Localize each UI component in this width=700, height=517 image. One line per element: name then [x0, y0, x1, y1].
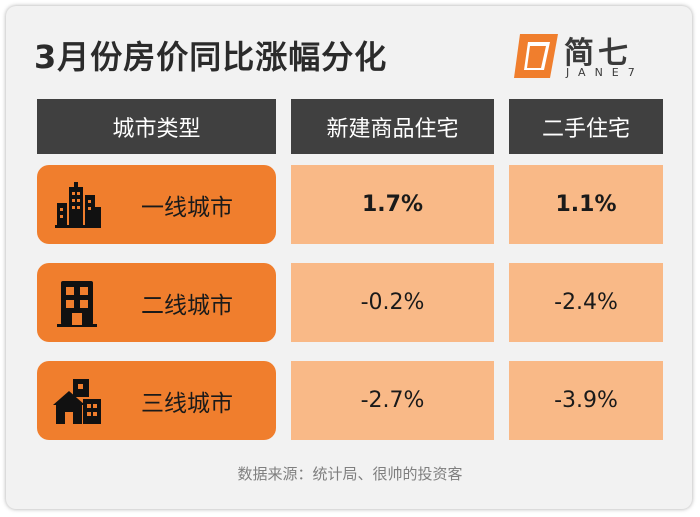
houses-icon	[53, 379, 101, 424]
cell-tier2-new-home: -0.2%	[291, 263, 494, 342]
city-skyscraper-icon	[55, 182, 101, 228]
row-label-text: 一线城市	[141, 194, 233, 221]
logo-mark-icon	[514, 34, 558, 78]
cell-tier2-second-hand: -2.4%	[509, 263, 663, 342]
header-new-home: 新建商品住宅	[291, 99, 494, 154]
cell-tier3-new-home: -2.7%	[291, 361, 494, 440]
source-note: 数据来源：统计局、很帅的投资客	[237, 465, 463, 483]
header-second-hand: 二手住宅	[509, 99, 663, 154]
brand-logo: 简七 JANE7	[512, 26, 662, 86]
row-label-tier3: 三线城市	[37, 361, 276, 440]
row-label-text: 三线城市	[141, 390, 233, 417]
logo-subtitle: JANE7	[566, 66, 644, 79]
row-label-tier2: 二线城市	[37, 263, 276, 342]
cell-tier1-new-home: 1.7%	[291, 165, 494, 244]
logo-name: 简七	[564, 36, 632, 71]
office-building-icon	[57, 281, 97, 327]
cell-tier3-second-hand: -3.9%	[509, 361, 663, 440]
page-title: 3月份房价同比涨幅分化	[34, 38, 388, 76]
row-label-text: 二线城市	[141, 292, 233, 319]
cell-tier1-second-hand: 1.1%	[509, 165, 663, 244]
header-city-type: 城市类型	[37, 99, 276, 154]
row-label-tier1: 一线城市	[37, 165, 276, 244]
